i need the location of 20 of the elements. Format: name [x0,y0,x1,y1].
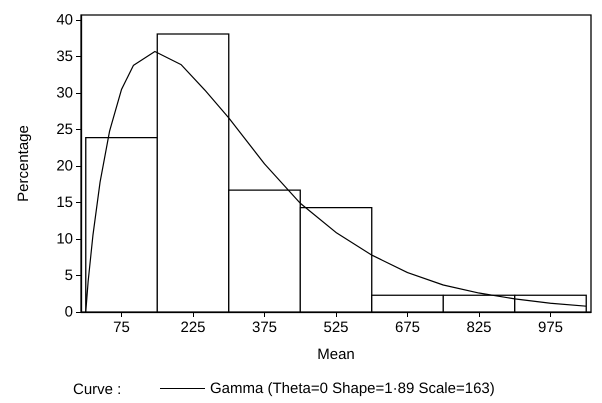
y-tick-label: 20 [56,158,73,175]
x-tick-label: 375 [252,319,278,336]
y-tick-label: 15 [56,194,73,212]
y-axis-title: Percentage [15,125,32,202]
x-axis-title: Mean [317,346,355,363]
x-tick-label: 75 [113,319,130,336]
legend-title: Curve : [73,381,122,398]
x-tick-label: 975 [538,319,563,336]
legend-label: Gamma (Theta=0 Shape=1·89 Scale=163) [210,380,495,397]
y-tick-label: 35 [56,48,73,66]
y-tick-label: 0 [64,304,73,320]
y-tick-label: 5 [64,267,73,284]
y-tick-label: 30 [56,84,73,102]
y-tick-label: 10 [56,230,73,248]
x-tick-label: 825 [466,319,492,336]
y-tick-label: 25 [56,121,73,138]
x-tick-label: 675 [394,319,420,336]
x-tick-label: 225 [180,319,206,336]
x-tick-label: 525 [323,319,349,336]
y-tick-label: 40 [56,12,73,29]
